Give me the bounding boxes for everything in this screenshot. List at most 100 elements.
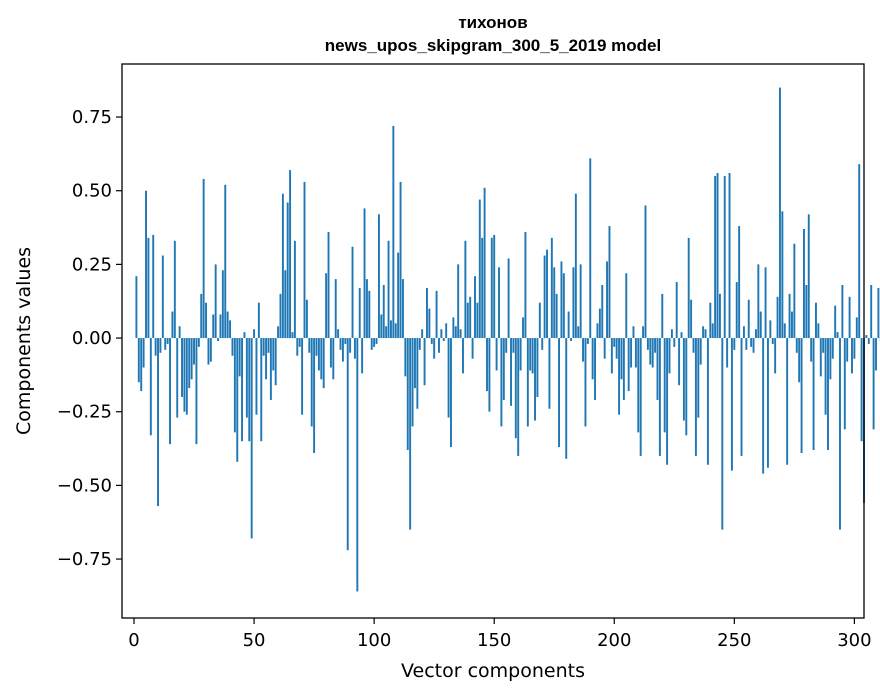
bar — [851, 338, 853, 374]
y-tick-label: −0.75 — [57, 549, 112, 570]
bar — [776, 296, 779, 339]
bar — [656, 338, 659, 400]
x-tick-label: 250 — [717, 630, 751, 651]
bar — [531, 338, 534, 374]
bar — [397, 252, 400, 339]
bar — [478, 199, 481, 339]
bar — [522, 317, 524, 339]
bar — [872, 338, 875, 430]
bar — [375, 338, 378, 344]
bar — [541, 338, 544, 350]
bar — [313, 338, 316, 453]
bar — [574, 193, 577, 339]
bar — [315, 338, 318, 356]
bar — [670, 329, 673, 339]
bar — [752, 338, 755, 353]
bar — [248, 338, 251, 442]
bar — [272, 338, 275, 371]
bar — [565, 338, 568, 459]
bar — [493, 234, 496, 339]
bar — [310, 338, 313, 427]
bar — [577, 326, 580, 339]
bar — [678, 338, 681, 386]
bar — [783, 323, 786, 339]
bar — [157, 338, 159, 507]
bar — [822, 338, 825, 353]
bar — [320, 338, 323, 380]
bar — [418, 338, 421, 350]
bar — [392, 125, 395, 339]
bar — [666, 338, 669, 465]
bar — [706, 338, 709, 465]
bar — [824, 338, 827, 415]
bar — [322, 338, 325, 389]
bar — [555, 293, 558, 339]
bar — [567, 311, 570, 339]
bar — [325, 273, 328, 339]
x-tick-label: 200 — [597, 630, 631, 651]
bar — [654, 338, 657, 353]
bar — [589, 158, 592, 339]
bar — [269, 338, 272, 400]
bar — [762, 338, 765, 474]
bar — [161, 255, 164, 339]
bar — [344, 338, 347, 344]
bar — [332, 338, 335, 380]
bar — [839, 338, 841, 530]
y-tick-label: −0.25 — [57, 402, 112, 423]
bar — [253, 329, 256, 339]
bar — [543, 255, 546, 339]
bar — [197, 338, 200, 347]
bar — [634, 338, 637, 368]
bar — [514, 338, 517, 439]
bar — [349, 338, 352, 353]
bar — [692, 338, 695, 353]
bar — [771, 338, 774, 344]
bar — [558, 338, 560, 448]
bar — [202, 178, 205, 339]
bar — [769, 320, 772, 339]
bar — [361, 338, 364, 374]
bar — [433, 338, 436, 359]
bar — [754, 329, 757, 339]
bar — [805, 285, 808, 339]
bar — [791, 311, 793, 339]
bar — [452, 317, 455, 339]
bar — [363, 208, 366, 339]
x-tick-label: 150 — [477, 630, 511, 651]
bar — [385, 326, 388, 339]
y-tick-label: 0.50 — [72, 181, 112, 202]
bar — [207, 338, 210, 365]
bar — [781, 211, 784, 339]
bar — [534, 338, 536, 421]
bar — [728, 173, 731, 339]
bar — [339, 338, 342, 350]
bar — [154, 338, 157, 356]
bar — [238, 338, 241, 377]
bar — [870, 285, 873, 339]
bar — [680, 332, 683, 339]
bar — [601, 285, 604, 339]
bar — [200, 293, 203, 339]
bar — [726, 338, 729, 368]
bar — [529, 338, 532, 371]
bar — [233, 338, 236, 433]
bar — [875, 338, 877, 371]
bar — [327, 231, 330, 339]
bar — [178, 326, 181, 339]
bar — [428, 308, 431, 339]
bar — [690, 299, 693, 339]
bar — [438, 338, 440, 353]
bar — [195, 338, 198, 445]
bar — [498, 267, 500, 339]
bar — [140, 338, 143, 392]
bar — [716, 173, 719, 339]
bar — [649, 338, 652, 365]
bar — [642, 326, 645, 339]
bar — [618, 338, 621, 415]
x-axis-label: Vector components — [401, 660, 585, 682]
bar — [305, 299, 308, 339]
bar — [159, 338, 162, 353]
bar — [257, 302, 260, 339]
bar — [358, 287, 361, 339]
